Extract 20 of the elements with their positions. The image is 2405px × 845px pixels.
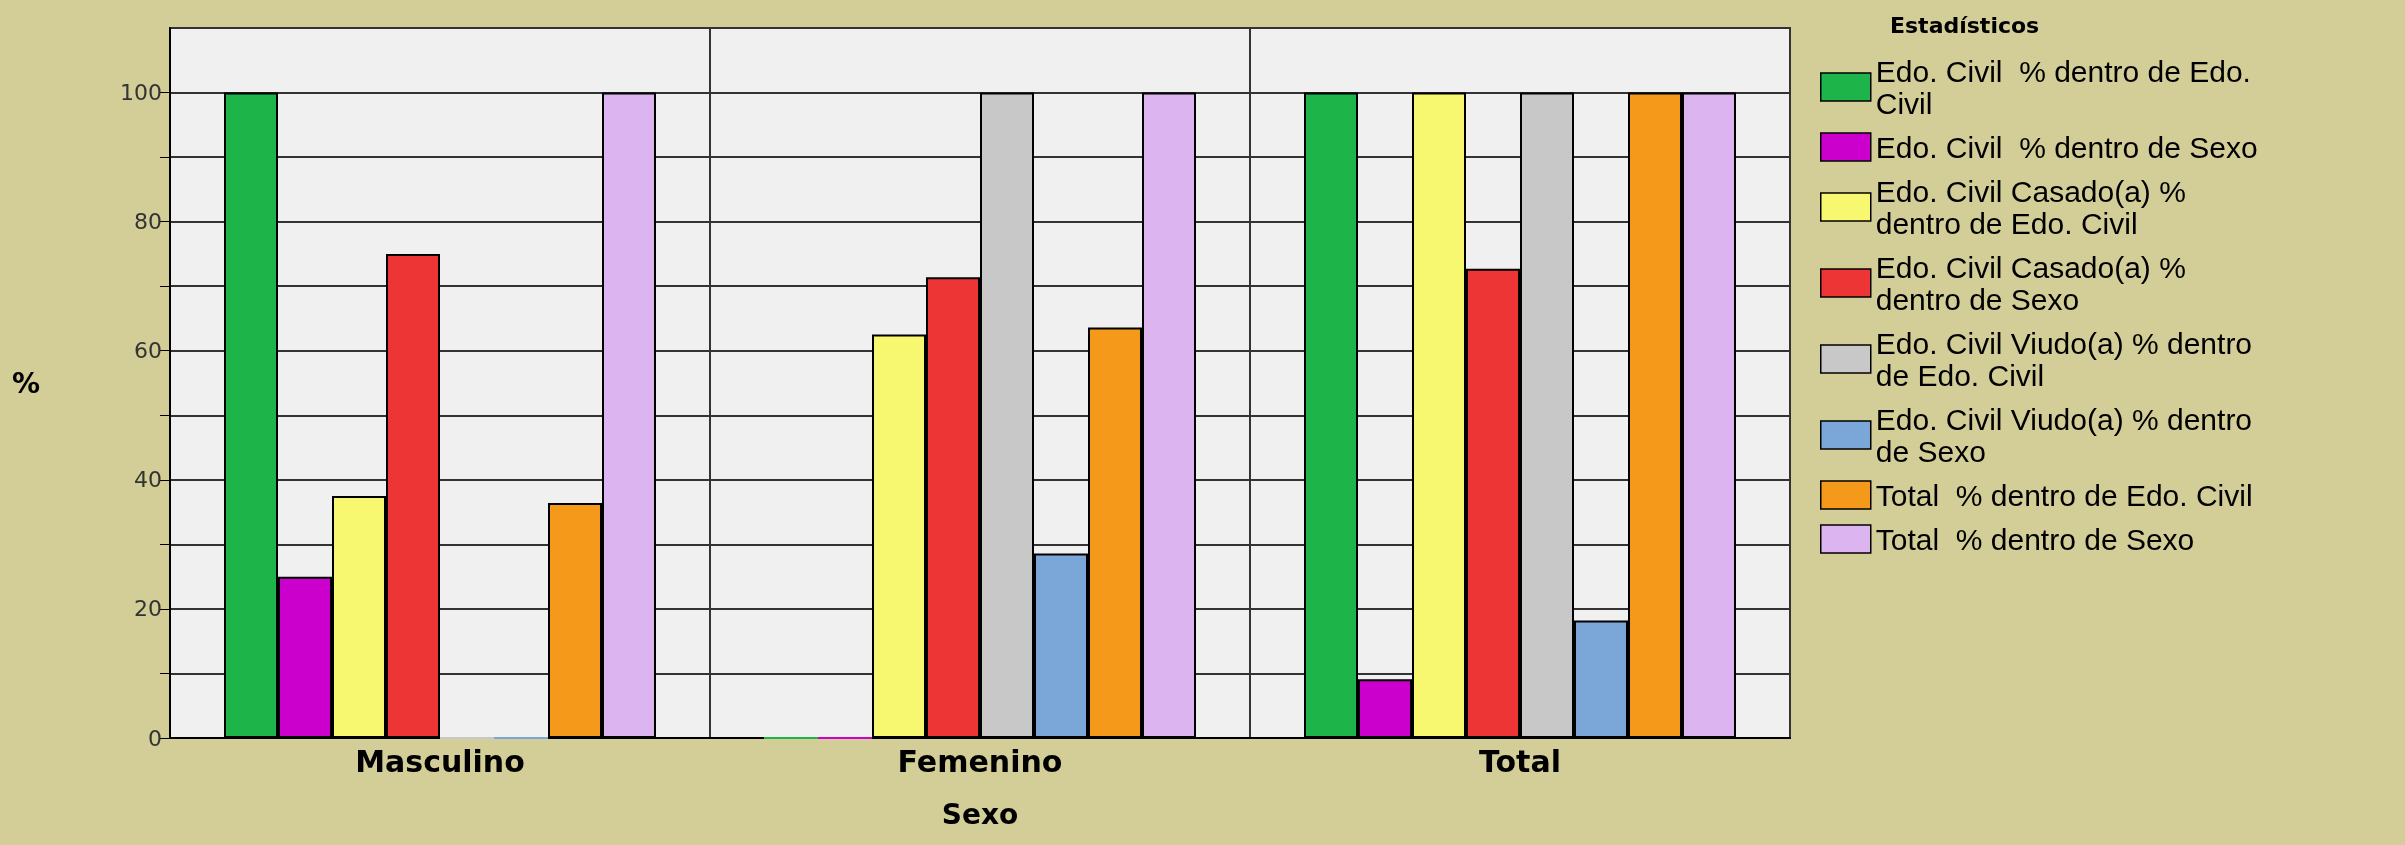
legend-label: Edo. Civil % dentro de Edo. Civil <box>1875 54 2260 120</box>
legend-title: Estadísticos <box>1890 12 2040 38</box>
legend-label: Edo. Civil Viudo(a) % dentro de Sexo <box>1875 402 2261 468</box>
y-tick-label: 0 <box>148 725 162 751</box>
y-axis-title: % <box>11 366 40 400</box>
legend-label: Edo. Civil Viudo(a) % dentro de Edo. Civil <box>1875 326 2261 392</box>
legend-label: Edo. Civil Casado(a) % dentro de Sexo <box>1875 250 2195 316</box>
legend-label: Edo. Civil % dentro de Sexo <box>1875 130 2258 164</box>
x-tick-label: Femenino <box>897 743 1063 779</box>
y-tick-label: 80 <box>134 209 162 235</box>
x-tick-label: Total <box>1479 743 1561 779</box>
y-tick-label: 60 <box>134 338 162 364</box>
legend-label: Total % dentro de Sexo <box>1875 522 2195 556</box>
x-tick-label: Masculino <box>355 743 525 779</box>
y-tick-label: 40 <box>134 467 162 493</box>
y-tick-label: 20 <box>134 596 162 622</box>
y-tick-label: 100 <box>120 80 162 106</box>
legend-label: Edo. Civil Casado(a) % dentro de Edo. Civil <box>1875 174 2195 240</box>
legend-label: Total % dentro de Edo. Civil <box>1875 478 2253 512</box>
x-axis-title: Sexo <box>941 797 1019 831</box>
